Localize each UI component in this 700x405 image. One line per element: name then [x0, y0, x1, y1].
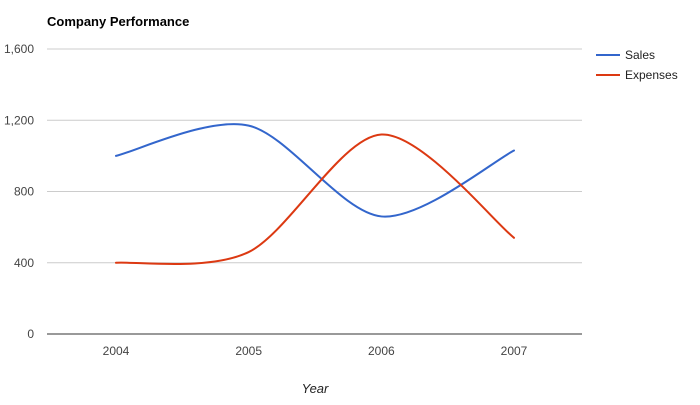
x-tick-label: 2005: [235, 344, 262, 358]
y-tick-label: 0: [27, 327, 34, 341]
x-tick-label: 2007: [501, 344, 528, 358]
legend-item-sales[interactable]: Sales: [596, 48, 655, 62]
y-tick-label: 400: [14, 256, 34, 270]
gridlines: [47, 48, 582, 335]
legend-item-expenses[interactable]: Expenses: [596, 68, 678, 82]
legend: Sales Expenses: [596, 48, 678, 82]
legend-label: Sales: [625, 48, 655, 62]
legend-label: Expenses: [625, 68, 678, 82]
x-axis-tick-labels: 2004 2005 2006 2007: [103, 344, 528, 358]
y-tick-label: 800: [14, 185, 34, 199]
y-tick-label: 1,200: [4, 113, 34, 127]
x-axis-title: Year: [302, 381, 329, 396]
series-line-sales: [115, 123, 515, 218]
y-axis-tick-labels: 0 400 800 1,200 1,600: [4, 42, 34, 341]
series-lines: [115, 123, 515, 266]
x-tick-label: 2004: [103, 344, 130, 358]
y-tick-label: 1,600: [4, 42, 34, 56]
x-tick-label: 2006: [368, 344, 395, 358]
series-line-expenses: [115, 133, 515, 266]
chart-title: Company Performance: [47, 14, 189, 29]
